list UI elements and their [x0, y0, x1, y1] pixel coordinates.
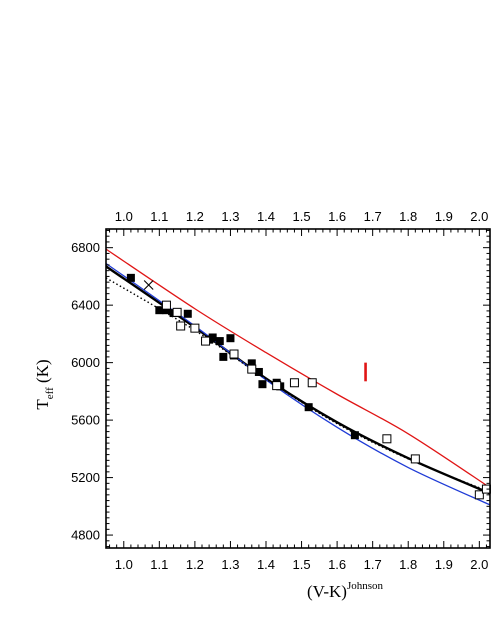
y-axis-title: Teff (K) — [33, 359, 56, 409]
y-axis-title-unit: (K) — [33, 359, 52, 387]
x-tick-label-bottom: 1.0 — [115, 557, 133, 572]
x-tick-label-bottom: 1.3 — [221, 557, 239, 572]
y-tick-label: 5600 — [71, 413, 100, 428]
point-open-square — [201, 336, 211, 346]
point-filled-square — [226, 334, 235, 343]
point-open-square — [172, 307, 182, 317]
point-open-square — [176, 321, 186, 331]
fit-curve-red-solid — [106, 248, 490, 489]
x-tick-label-top: 1.9 — [435, 209, 453, 224]
point-cross — [143, 280, 154, 290]
x-tick-label-bottom: 1.9 — [435, 557, 453, 572]
tick-labels: 1.0 1.0 1.1 1.1 1.2 1.2 1.3 1.3 1.4 1.4 1.5 1.5 1.6 1… — [71, 209, 488, 572]
x-tick-label-bottom: 1.4 — [257, 557, 275, 572]
point-filled-square — [219, 352, 228, 361]
x-tick-label-bottom: 1.6 — [328, 557, 346, 572]
point-open-square — [190, 323, 200, 333]
x-tick-label-bottom: 1.8 — [399, 557, 417, 572]
x-tick-label-top: 1.6 — [328, 209, 346, 224]
x-tick-label-top: 1.4 — [257, 209, 275, 224]
point-filled-square — [258, 380, 267, 389]
point-filled-square — [304, 403, 313, 412]
point-filled-square — [155, 306, 164, 315]
data-points — [126, 273, 491, 500]
point-open-square — [410, 454, 420, 464]
x-tick-label-top: 1.7 — [364, 209, 382, 224]
point-open-square — [247, 364, 257, 374]
point-open-square — [307, 378, 317, 388]
x-tick-label-bottom: 1.5 — [293, 557, 311, 572]
x-tick-label-top: 1.3 — [221, 209, 239, 224]
x-tick-label-bottom: 2.0 — [470, 557, 488, 572]
plot-frame — [105, 228, 491, 549]
y-tick-label: 4800 — [71, 528, 100, 543]
point-open-square — [229, 349, 239, 359]
point-filled-square — [350, 431, 359, 440]
x-tick-label-top: 1.8 — [399, 209, 417, 224]
x-tick-label-top: 1.1 — [150, 209, 168, 224]
point-filled-square — [183, 309, 192, 318]
x-tick-label-top: 2.0 — [470, 209, 488, 224]
y-tick-label: 5200 — [71, 470, 100, 485]
x-axis-title-superscript: Johnson — [347, 580, 384, 592]
point-open-square — [382, 434, 392, 444]
point-open-square — [272, 381, 282, 391]
x-tick-label-top: 1.5 — [293, 209, 311, 224]
x-tick-label-top: 1.0 — [115, 209, 133, 224]
point-filled-square — [247, 359, 256, 368]
x-tick-label-bottom: 1.1 — [150, 557, 168, 572]
x-tick-label-top: 1.2 — [186, 209, 204, 224]
x-tick-label-bottom: 1.7 — [364, 557, 382, 572]
point-open-square — [474, 490, 484, 500]
point-open-square — [161, 300, 171, 310]
y-tick-label: 6000 — [71, 355, 100, 370]
point-filled-square — [162, 306, 171, 315]
point-filled-square — [215, 337, 224, 346]
x-axis-title: (V-K)Johnson — [307, 580, 384, 601]
fit-curves — [106, 248, 490, 506]
point-open-square — [289, 378, 299, 388]
y-tick-label: 6800 — [71, 240, 100, 255]
y-axis-title-main: T — [33, 399, 52, 410]
point-filled-square — [126, 273, 135, 282]
point-filled-square — [254, 367, 263, 376]
y-tick-label: 6400 — [71, 298, 100, 313]
point-filled-square — [208, 333, 217, 342]
x-tick-label-bottom: 1.2 — [186, 557, 204, 572]
x-axis-title-main: (V-K) — [307, 582, 347, 601]
y-axis-title-subscript: eff — [44, 387, 56, 399]
axis-ticks — [106, 229, 490, 548]
